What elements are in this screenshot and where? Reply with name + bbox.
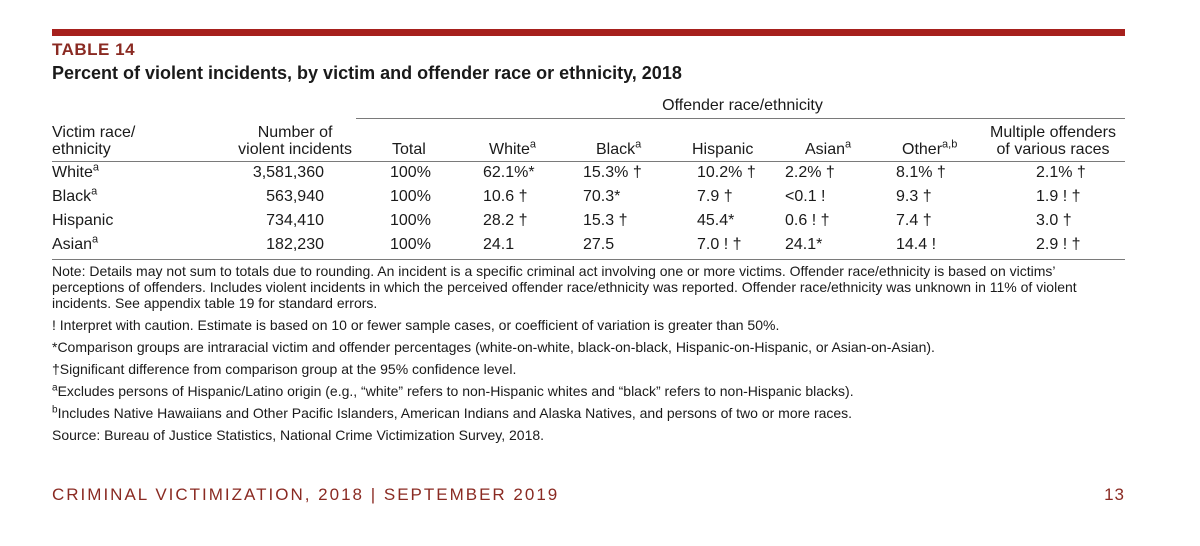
table-title: Percent of violent incidents, by victim …: [52, 63, 682, 83]
row-label-text: White: [52, 164, 93, 181]
note-general: Note: Details may not sum to totals due …: [52, 263, 1077, 311]
cell-number: 182,230: [266, 236, 324, 253]
number-header-line2: violent incidents: [238, 141, 352, 158]
cell-black: 15.3 †: [583, 212, 628, 229]
cell-other: 9.3 †: [896, 188, 932, 205]
cell-black: 15.3% †: [583, 164, 642, 181]
table-row: Blacka 563,940 100% 10.6 † 70.3* 7.9 † <…: [0, 185, 1200, 210]
cell-black: 27.5: [583, 236, 615, 253]
white-header-sup: a: [529, 138, 537, 151]
cell-hispanic: 7.0 ! †: [697, 236, 742, 253]
other-header-sup: a,b: [942, 138, 958, 151]
cell-number: 734,410: [266, 212, 324, 229]
note-b-text: Includes Native Hawaiians and Other Paci…: [57, 405, 853, 421]
cell-total: 100%: [390, 164, 431, 181]
note-dagger: †Significant difference from comparison …: [52, 361, 517, 377]
asian-header-sup: a: [845, 138, 852, 151]
cell-white: 24.1: [483, 236, 515, 253]
page-number: 13: [1104, 485, 1125, 504]
number-header: Number of violent incidents: [238, 124, 352, 158]
top-rule: [52, 29, 1125, 36]
number-header-line1: Number of: [257, 124, 333, 141]
cell-asian: 0.6 ! †: [785, 212, 830, 229]
black-header-sup: a: [635, 138, 642, 151]
cell-black: 70.3*: [583, 188, 621, 205]
table-row: Whitea 3,581,360 100% 62.1%* 15.3% † 10.…: [0, 161, 1200, 186]
row-label-text: Hispanic: [52, 212, 114, 229]
black-header-label: Black: [596, 141, 636, 158]
offender-group-header: Offender race/ethnicity: [662, 97, 823, 114]
cell-total: 100%: [390, 188, 431, 205]
cell-multiple: 1.9 ! †: [1036, 188, 1081, 205]
cell-white: 10.6 †: [483, 188, 528, 205]
table-row: Hispanic 734,410 100% 28.2 † 15.3 † 45.4…: [0, 211, 1200, 234]
row-label-text: Black: [52, 188, 92, 205]
cell-white: 28.2 †: [483, 212, 528, 229]
table-row: Asiana 182,230 100% 24.1 27.5 7.0 ! † 24…: [0, 233, 1200, 258]
asian-header: Asiana: [805, 138, 852, 158]
black-header: Blacka: [596, 138, 642, 158]
white-header: Whitea: [489, 138, 537, 158]
cell-asian: <0.1 !: [785, 188, 826, 205]
cell-other: 7.4 †: [896, 212, 932, 229]
footer-publication: CRIMINAL VICTIMIZATION, 2018 | SEPTEMBER…: [52, 485, 560, 504]
note-caution: ! Interpret with caution. Estimate is ba…: [52, 317, 780, 333]
cell-hispanic: 45.4*: [697, 212, 735, 229]
row-label: Hispanic: [52, 211, 113, 231]
header-rule: [52, 161, 1125, 162]
cell-number: 563,940: [266, 188, 324, 205]
cell-other: 14.4 !: [896, 236, 937, 253]
group-rule: [356, 118, 1125, 119]
row-label-sup: a: [92, 233, 99, 246]
table-bottom-rule: [52, 259, 1125, 260]
cell-total: 100%: [390, 212, 431, 229]
cell-white: 62.1%*: [483, 164, 535, 181]
multiple-header-line1: Multiple offenders: [990, 124, 1116, 141]
note-asterisk: *Comparison groups are intraracial victi…: [52, 339, 935, 355]
white-header-label: White: [489, 141, 530, 158]
row-label-text: Asian: [52, 236, 93, 253]
row-label-sup: a: [92, 161, 100, 174]
multiple-header-line2: of various races: [996, 141, 1110, 158]
note-a: aExcludes persons of Hispanic/Latino ori…: [52, 383, 1127, 399]
cell-multiple: 3.0 †: [1036, 212, 1072, 229]
cell-asian: 24.1*: [785, 236, 823, 253]
row-label-sup: a: [91, 185, 98, 198]
cell-number: 3,581,360: [252, 164, 324, 181]
cell-total: 100%: [390, 236, 431, 253]
cell-hispanic: 10.2% †: [697, 164, 756, 181]
asian-header-label: Asian: [805, 141, 846, 158]
cell-hispanic: 7.9 †: [697, 188, 733, 205]
table-notes: Note: Details may not sum to totals due …: [52, 263, 1127, 449]
row-label: Blacka: [52, 185, 98, 207]
cell-multiple: 2.1% †: [1036, 164, 1086, 181]
row-label: Asiana: [52, 233, 99, 255]
note-a-text: Excludes persons of Hispanic/Latino orig…: [57, 383, 854, 399]
victim-header-line2: ethnicity: [52, 141, 111, 158]
note-a-mark: a: [52, 382, 58, 394]
multiple-header: Multiple offenders of various races: [990, 124, 1116, 158]
other-header-label: Other: [902, 141, 943, 158]
victim-header: Victim race/ ethnicity: [52, 124, 135, 158]
note-b-mark: b: [52, 404, 58, 416]
cell-asian: 2.2% †: [785, 164, 835, 181]
cell-other: 8.1% †: [896, 164, 946, 181]
row-label: Whitea: [52, 161, 100, 183]
other-header: Othera,b: [902, 138, 958, 158]
hispanic-header: Hispanic: [692, 141, 754, 158]
table-number: TABLE 14: [52, 40, 136, 59]
victim-header-line1: Victim race/: [52, 124, 136, 141]
note-b: bIncludes Native Hawaiians and Other Pac…: [52, 405, 1127, 421]
cell-multiple: 2.9 ! †: [1036, 236, 1081, 253]
total-header: Total: [392, 141, 426, 158]
note-source: Source: Bureau of Justice Statistics, Na…: [52, 427, 545, 443]
